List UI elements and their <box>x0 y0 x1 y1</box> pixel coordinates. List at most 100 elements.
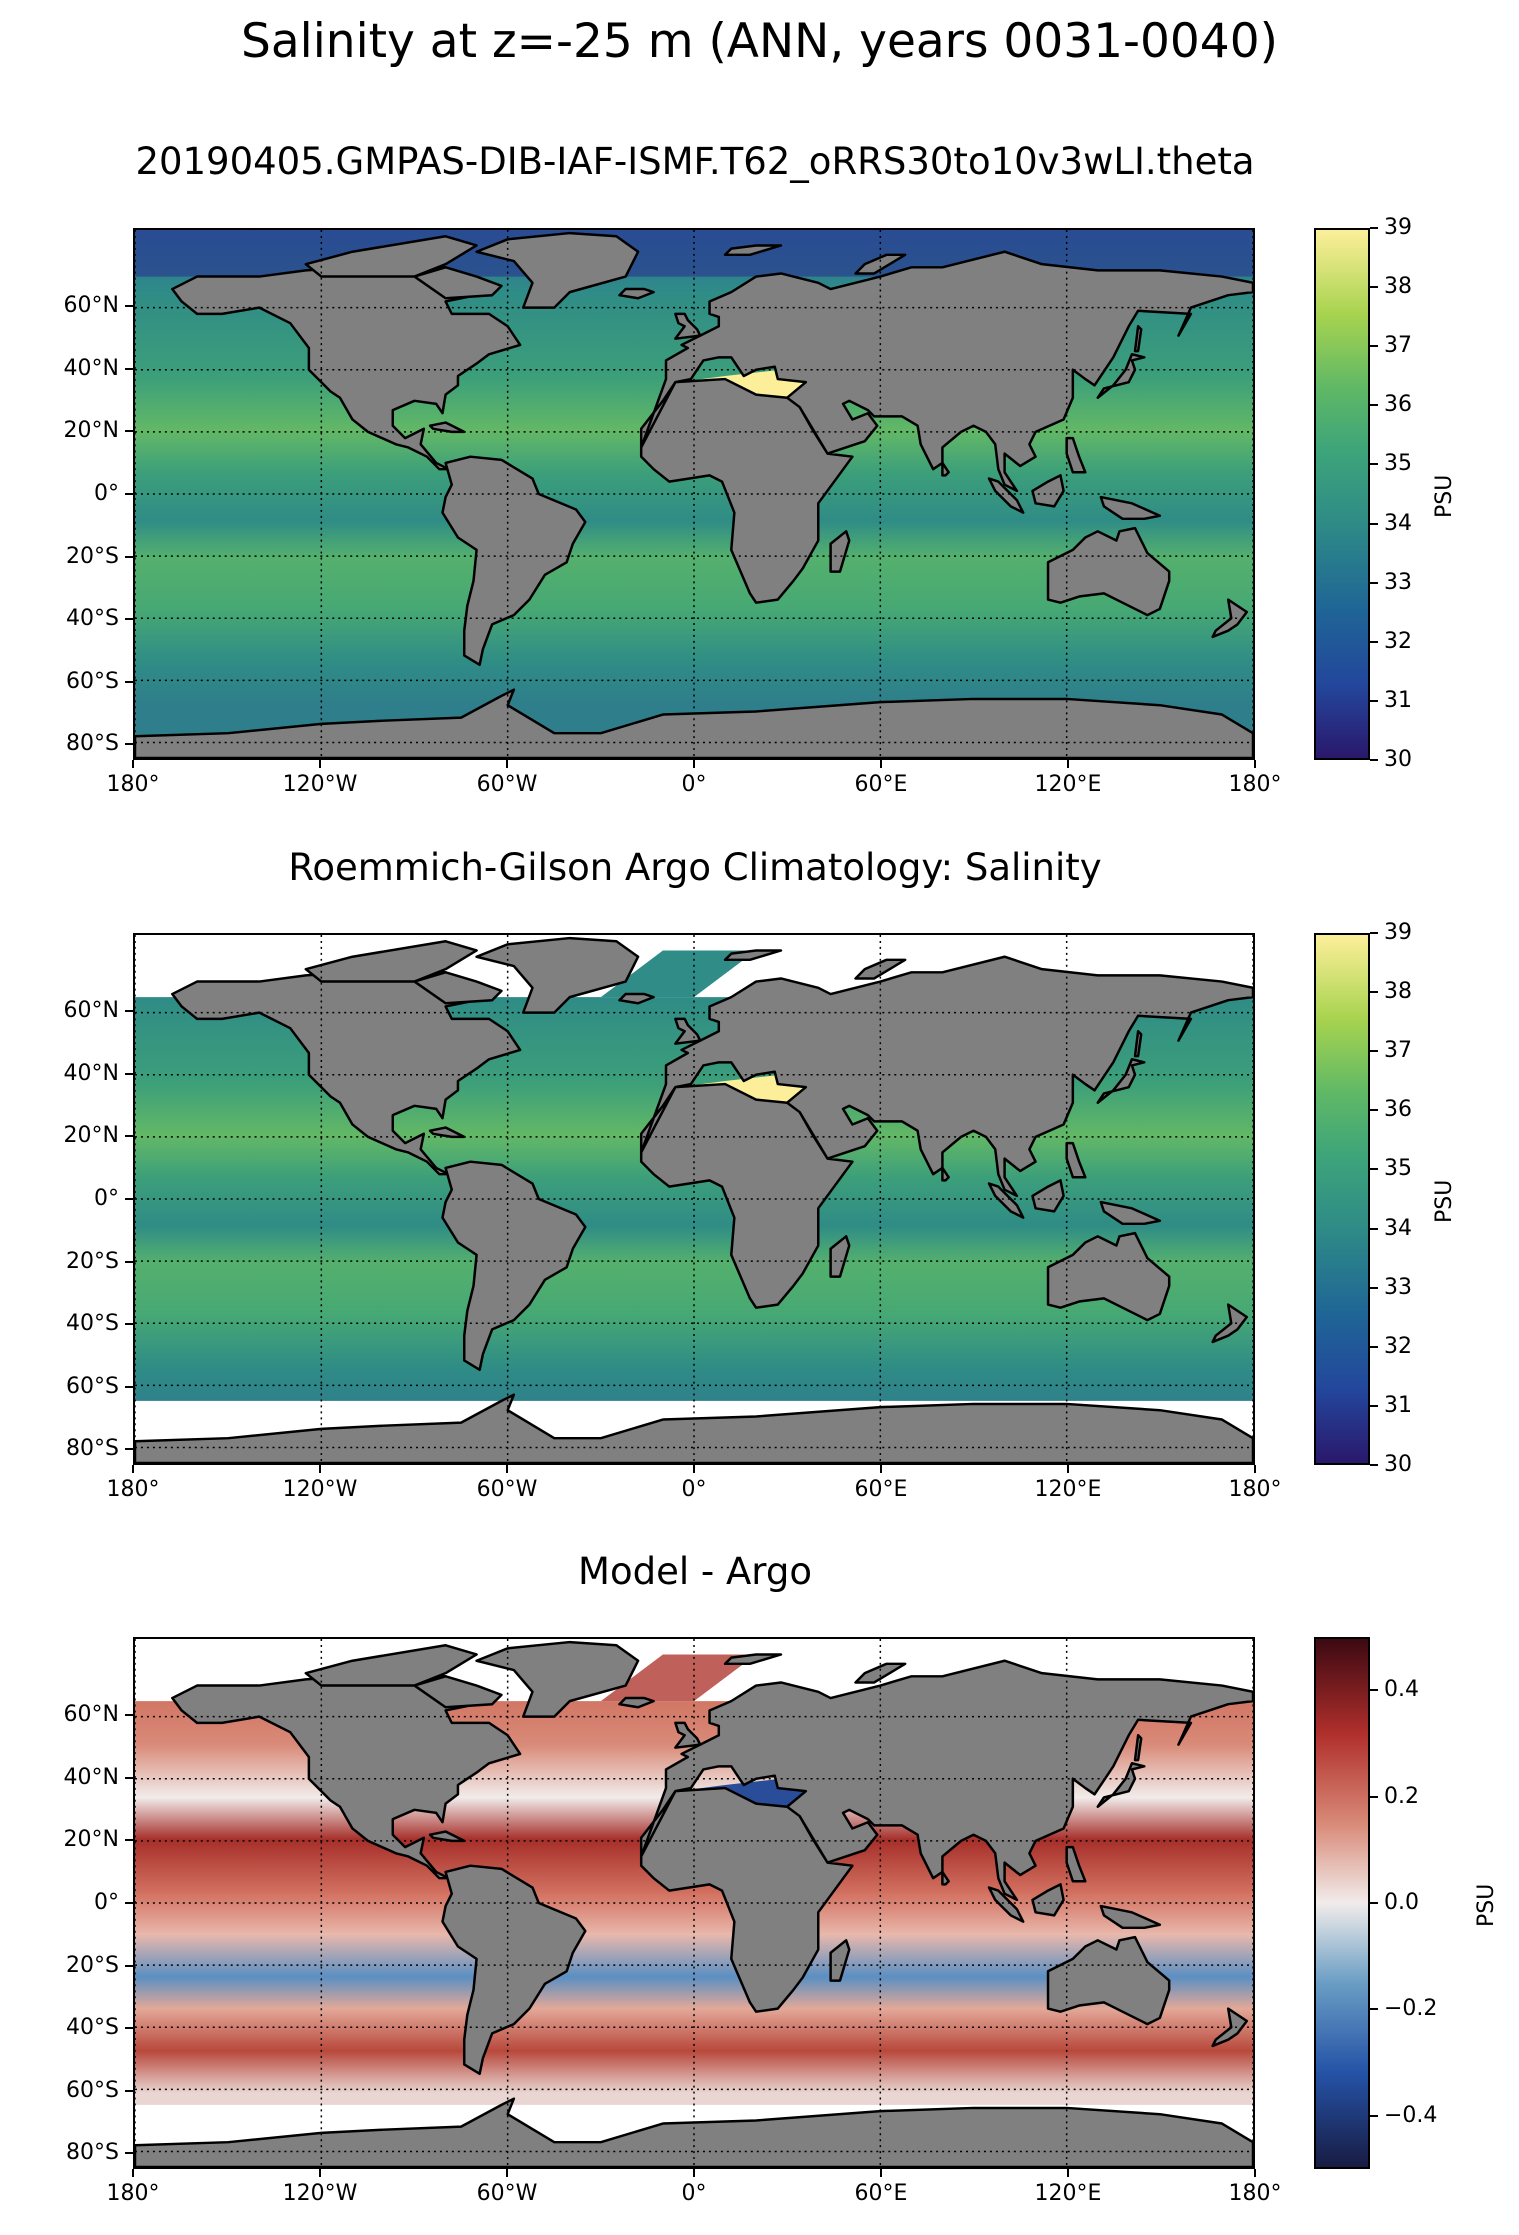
colorbar-tick-label: 37 <box>1384 333 1412 359</box>
land-south-america <box>441 455 587 667</box>
lat-tick-label: 60°N <box>63 998 119 1024</box>
map-bias <box>133 1637 1255 2169</box>
colorbar-tick-mark <box>1370 1464 1378 1466</box>
map-model <box>133 228 1255 760</box>
lat-tick-label: 0° <box>94 1890 119 1915</box>
lat-tick-label: 0° <box>94 481 119 506</box>
lat-tick-label: 40°N <box>63 1060 119 1086</box>
lat-tick-label: 40°S <box>66 606 119 632</box>
lat-tick-mark <box>125 618 133 621</box>
land-japan <box>1096 1762 1146 1808</box>
lon-tick-label: 60°E <box>854 2181 908 2206</box>
colorbar-tick-mark <box>1370 2114 1378 2117</box>
lat-tick-label: 60°S <box>66 668 119 694</box>
lon-tick-mark <box>506 1465 508 1473</box>
lon-tick-label: 60°E <box>854 1477 908 1502</box>
land-africa-eurasia <box>639 955 1253 1309</box>
lon-tick-label: 120°W <box>282 1477 358 1502</box>
lon-tick-label: 120°W <box>282 2181 358 2206</box>
lat-tick-label: 20°N <box>63 1123 119 1149</box>
nordic-seas-field <box>600 950 757 998</box>
lat-tick-mark <box>125 2089 133 2092</box>
colorbar-tick-label: 33 <box>1384 569 1412 595</box>
map-svg-bias <box>135 1639 1253 2167</box>
land-philippines <box>1065 1141 1087 1179</box>
land-australia <box>1046 526 1171 617</box>
lon-tick-mark <box>132 2169 134 2177</box>
colorbar-tick-mark <box>1370 699 1378 702</box>
colorbar-tick-mark <box>1370 1168 1378 1171</box>
colorbar-tick-mark <box>1370 1795 1378 1798</box>
lon-tick-mark <box>880 1465 882 1473</box>
colorbar-tick-label: 0.2 <box>1384 1783 1419 1809</box>
lat-tick-mark <box>125 305 133 308</box>
mediterranean-field <box>678 1074 806 1103</box>
colorbar-tick-label: 32 <box>1384 628 1412 654</box>
land-svalbard <box>723 1653 783 1666</box>
colorbar-tick-label: 0.0 <box>1384 1890 1419 1915</box>
land-madagascar <box>829 1939 851 1982</box>
colorbar-tick-label: 38 <box>1384 274 1412 300</box>
lon-tick-mark <box>506 760 508 768</box>
colorbar-tick-label: 34 <box>1384 1215 1412 1241</box>
nordic-seas-field <box>600 1654 757 1702</box>
land-antarctica <box>135 688 1253 758</box>
land-borneo <box>1031 474 1065 508</box>
land-sumatra <box>987 1886 1025 1923</box>
colorbar-obs <box>1314 933 1370 1465</box>
lon-tick-mark <box>506 2169 508 2177</box>
lat-tick-mark <box>125 1839 133 1842</box>
lat-tick-label: 40°N <box>63 355 119 381</box>
land-novaya-zemlya <box>854 958 907 980</box>
lon-tick-label: 180° <box>1228 1477 1282 1502</box>
colorbar-tick-mark <box>1370 2008 1378 2011</box>
colorbar-tick-label: 39 <box>1384 920 1412 945</box>
lon-tick-label: 180° <box>1228 772 1282 797</box>
lat-tick-mark <box>125 1260 133 1263</box>
lat-tick-mark <box>125 1198 133 1200</box>
land-new-zealand <box>1211 598 1249 639</box>
lon-tick-mark <box>319 2169 321 2177</box>
colorbar-tick-mark <box>1370 522 1378 525</box>
colorbar-tick-label: 31 <box>1384 687 1412 713</box>
lat-tick-label: 60°S <box>66 1373 119 1399</box>
lat-tick-mark <box>125 2152 133 2155</box>
lat-tick-mark <box>125 493 133 495</box>
lon-tick-label: 60°W <box>476 2181 538 2206</box>
land-philippines <box>1065 436 1087 474</box>
lat-tick-mark <box>125 1072 133 1075</box>
colorbar-tick-label: 35 <box>1384 1156 1412 1182</box>
lon-tick-label: 0° <box>681 2181 707 2206</box>
lat-tick-mark <box>125 1385 133 1388</box>
map-obs <box>133 933 1255 1465</box>
colorbar-tick-mark <box>1370 991 1378 994</box>
colorbar-tick-label: 35 <box>1384 451 1412 477</box>
land-novaya-zemlya <box>854 1662 907 1684</box>
lat-tick-mark <box>125 1902 133 1904</box>
lat-tick-label: 80°S <box>66 1436 119 1462</box>
land-africa-eurasia <box>639 250 1253 604</box>
lon-tick-label: 120°E <box>1034 2181 1102 2206</box>
lat-tick-mark <box>125 743 133 746</box>
lat-tick-label: 60°S <box>66 2077 119 2103</box>
lon-tick-label: 120°W <box>282 772 358 797</box>
colorbar-bias <box>1314 1637 1370 2169</box>
colorbar-label: PSU <box>1432 1179 1457 1223</box>
lon-tick-label: 180° <box>106 772 160 797</box>
lon-tick-mark <box>1254 2169 1256 2177</box>
lon-tick-mark <box>319 760 321 768</box>
lon-tick-mark <box>319 1465 321 1473</box>
lat-tick-mark <box>125 1448 133 1451</box>
colorbar-tick-label: 32 <box>1384 1333 1412 1359</box>
lon-tick-mark <box>693 1465 695 1473</box>
land-new-guinea <box>1099 1200 1162 1226</box>
land-new-guinea <box>1099 495 1162 521</box>
lat-tick-mark <box>125 1714 133 1717</box>
land-sri-lanka <box>941 461 950 477</box>
land-antarctica <box>135 2097 1253 2167</box>
lat-tick-mark <box>125 2027 133 2030</box>
lon-tick-mark <box>132 1465 134 1473</box>
colorbar-tick-mark <box>1370 759 1378 761</box>
land-australia <box>1046 1231 1171 1322</box>
land-sri-lanka <box>941 1166 950 1182</box>
